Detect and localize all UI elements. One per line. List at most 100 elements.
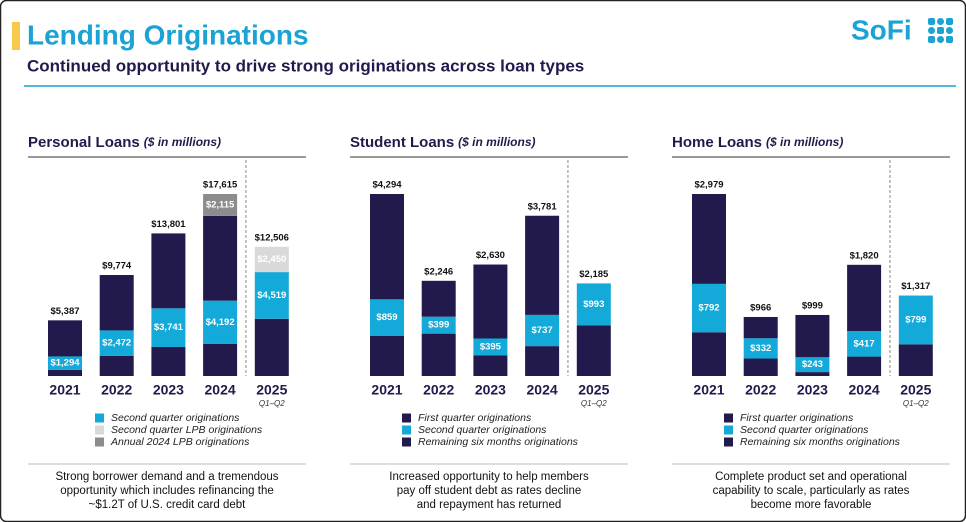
segment-label: $395	[480, 341, 502, 352]
bar-segment	[795, 357, 830, 373]
x-tick-label: 2021	[693, 382, 724, 398]
caption-line: opportunity which includes refinancing t…	[60, 485, 274, 497]
total-label: $2,185	[579, 269, 609, 280]
segment-label: $4,192	[206, 317, 235, 328]
caption-line: and repayment has returned	[417, 499, 561, 511]
chart-title-text: Home Loans	[672, 134, 762, 151]
bar-segment	[473, 338, 508, 356]
bar-segment	[151, 346, 186, 376]
segment-label: $799	[905, 314, 926, 325]
x-tick-note: Q1–Q2	[581, 399, 607, 408]
bar-segment	[847, 356, 882, 376]
caption-line: Complete product set and operational	[715, 471, 907, 483]
total-label: $966	[750, 302, 771, 313]
legend-swatch	[402, 437, 411, 447]
x-tick-label: 2021	[49, 382, 80, 398]
legend-label: Second quarter originations	[740, 424, 869, 436]
bar-segment	[692, 283, 726, 333]
segment-label: $3,741	[154, 322, 184, 333]
segment-label: $792	[698, 303, 719, 314]
bar-segment	[99, 330, 134, 356]
chart-title: Home Loans ($ in millions)	[672, 134, 843, 151]
x-tick-label: 2024	[205, 382, 236, 398]
legend-swatch	[402, 425, 411, 435]
total-label: $12,506	[255, 232, 289, 243]
chart-title-text: Personal Loans	[28, 134, 140, 151]
segment-label: $2,115	[206, 199, 235, 210]
bar-segment	[99, 355, 134, 376]
segment-label: $399	[428, 320, 449, 331]
caption-line: Increased opportunity to help members	[389, 471, 589, 483]
legend-swatch	[95, 413, 104, 423]
bar-segment	[473, 264, 508, 339]
total-label: $1,317	[901, 281, 930, 292]
legend-swatch	[95, 425, 104, 435]
x-tick-note: Q1–Q2	[903, 399, 929, 408]
bar-segment	[576, 325, 611, 376]
bar-segment	[795, 314, 830, 358]
x-tick-label: 2023	[475, 382, 506, 398]
bar-segment	[370, 194, 404, 300]
bar-segment	[370, 335, 404, 376]
caption-line: ~$1.2T of U.S. credit card debt	[89, 499, 247, 511]
x-tick-note: Q1–Q2	[259, 399, 285, 408]
title-accent	[12, 22, 20, 50]
x-tick-label: 2022	[101, 382, 132, 398]
chart-title-unit: ($ in millions)	[766, 135, 843, 149]
chart-title-text: Student Loans	[350, 134, 454, 151]
segment-label: $737	[532, 325, 553, 336]
bar-segment	[847, 264, 882, 332]
bar-segment	[795, 372, 830, 376]
total-label: $9,774	[102, 261, 132, 272]
segment-label: $2,472	[102, 338, 131, 349]
bar-segment	[576, 283, 611, 326]
segment-label: $332	[750, 343, 771, 354]
segment-label: $859	[376, 312, 397, 323]
bar-segment	[48, 356, 82, 370]
bar-segment	[203, 343, 238, 376]
legend-swatch	[402, 413, 411, 423]
total-label: $4,294	[372, 180, 402, 191]
segment-label: $2,450	[257, 254, 286, 265]
total-label: $1,820	[850, 250, 879, 261]
bar-segment	[473, 355, 508, 376]
total-label: $2,979	[694, 180, 723, 191]
x-tick-label: 2023	[797, 382, 828, 398]
bar-segment	[203, 215, 238, 301]
bar-segment	[203, 300, 238, 344]
bar-segment	[421, 333, 456, 376]
total-label: $13,801	[151, 219, 186, 230]
caption-line: capability to scale, particularly as rat…	[713, 485, 910, 497]
total-label: $999	[802, 300, 823, 311]
x-tick-label: 2022	[423, 382, 454, 398]
x-tick-label: 2025	[256, 382, 287, 398]
legend-label: Second quarter originations	[111, 412, 240, 424]
bar-segment	[254, 272, 289, 319]
bar-segment	[421, 280, 456, 317]
bar-segment	[525, 215, 560, 315]
bar-segment	[48, 320, 82, 357]
bar-segment	[151, 233, 186, 309]
segment-label: $4,519	[257, 290, 286, 301]
slide-subtitle: Continued opportunity to drive strong or…	[27, 56, 584, 75]
logo: SoFi	[851, 14, 912, 45]
caption-line: pay off student debt as rates decline	[397, 485, 582, 497]
x-tick-label: 2022	[745, 382, 776, 398]
bar-segment	[525, 314, 560, 347]
legend-swatch	[95, 437, 104, 447]
bar-segment	[743, 316, 778, 339]
x-tick-label: 2021	[371, 382, 402, 398]
logo-icon	[928, 18, 953, 43]
chart-title: Student Loans ($ in millions)	[350, 134, 536, 151]
bar-segment	[151, 308, 186, 347]
bar-segment	[847, 331, 882, 357]
segment-label: $1,294	[50, 358, 80, 369]
bar-segment	[525, 346, 560, 376]
total-label: $2,246	[424, 266, 453, 277]
x-tick-label: 2025	[578, 382, 609, 398]
total-label: $3,781	[528, 201, 558, 212]
bar-segment	[692, 332, 726, 376]
legend-label: Second quarter originations	[418, 424, 547, 436]
caption-line: become more favorable	[751, 499, 872, 511]
